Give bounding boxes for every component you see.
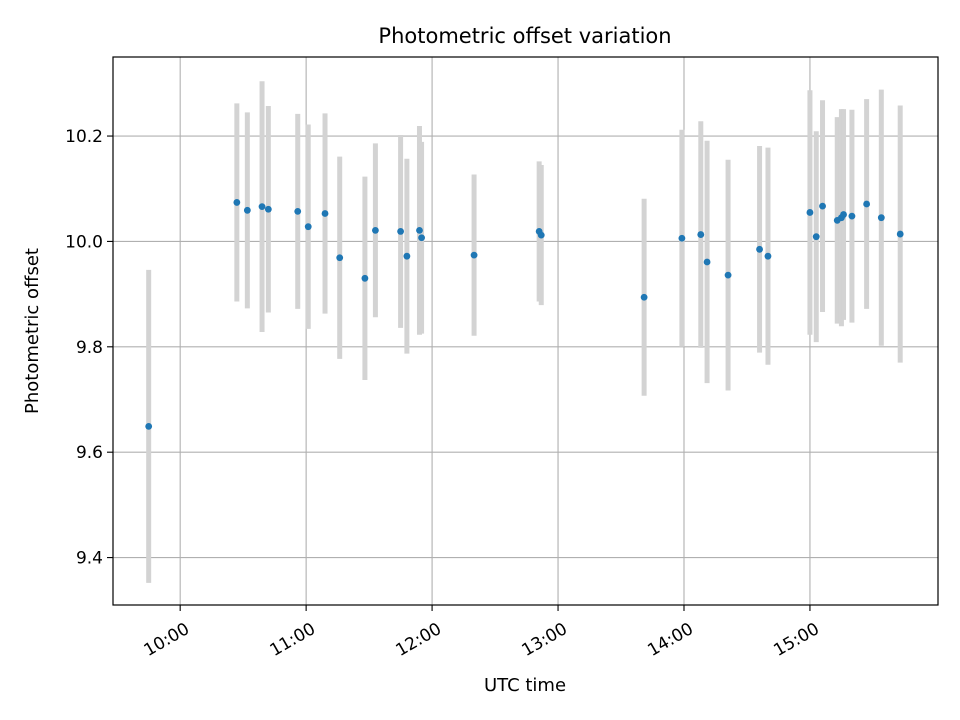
data-point [724, 271, 732, 279]
data-point [233, 199, 241, 206]
data-point [640, 293, 648, 301]
data-point [264, 205, 272, 213]
data-point [416, 226, 423, 234]
y-tick-label: 9.4 [76, 549, 103, 569]
x-axis: 10:00 11:00 12:00 13:00 14:00 15:00 [141, 605, 823, 661]
data-point [372, 226, 379, 234]
data-point [764, 252, 772, 260]
data-point [819, 202, 826, 210]
data-point [812, 233, 820, 241]
data-point [840, 211, 847, 218]
x-tick-label: 15:00 [770, 619, 822, 661]
data-point [806, 209, 814, 216]
data-point [877, 214, 885, 222]
data-point [418, 234, 425, 242]
data-point [336, 254, 344, 262]
data-point [678, 234, 686, 242]
data-point [397, 228, 404, 235]
data-point [243, 206, 251, 214]
x-tick-label: 14:00 [644, 619, 696, 661]
chart-title: Photometric offset variation [378, 24, 671, 48]
data-point [756, 245, 763, 253]
data-point [896, 230, 904, 238]
y-tick-label: 9.6 [76, 443, 103, 463]
data-points [145, 199, 904, 430]
data-point [145, 422, 153, 430]
axes-frame [112, 56, 939, 606]
plot-area [112, 56, 939, 606]
data-point [470, 251, 478, 259]
y-tick-label: 10.0 [65, 232, 103, 252]
x-tick-label: 12:00 [393, 619, 445, 661]
data-point [258, 203, 266, 211]
y-tick-label: 10.2 [65, 127, 103, 147]
data-point [361, 274, 369, 282]
data-point [403, 252, 411, 260]
x-axis-label: UTC time [484, 675, 566, 696]
data-point [848, 212, 856, 220]
data-point [304, 223, 312, 231]
y-axis-label: Photometric offset [22, 248, 43, 414]
data-point [537, 231, 545, 239]
data-point [294, 207, 302, 215]
x-tick-label: 10:00 [141, 619, 193, 661]
data-point [321, 210, 329, 217]
error-bars [146, 81, 903, 583]
x-tick-label: 11:00 [267, 619, 319, 661]
y-axis: 9.4 9.6 9.8 10.0 10.2 [65, 127, 113, 569]
y-tick-label: 9.8 [76, 338, 103, 358]
x-tick-label: 13:00 [518, 619, 570, 661]
data-point [697, 231, 705, 238]
data-point [863, 200, 871, 208]
data-point [703, 258, 711, 266]
